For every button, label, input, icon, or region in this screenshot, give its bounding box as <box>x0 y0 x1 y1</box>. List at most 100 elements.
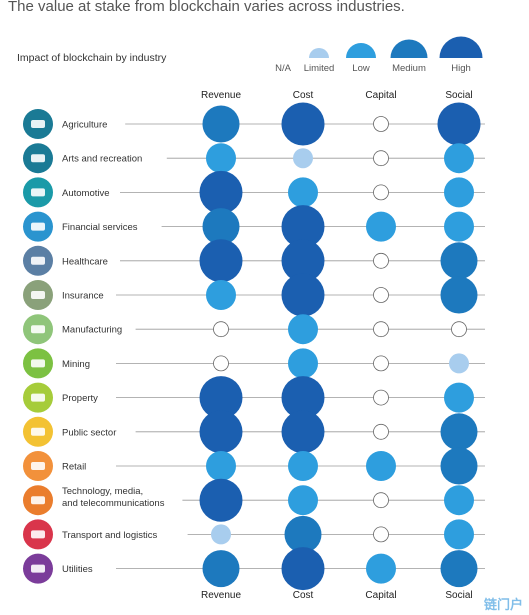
bubble-financial-services-social <box>444 211 474 242</box>
bubble-transport-and-logistics-cost <box>284 515 322 553</box>
bubble-insurance-social <box>440 276 478 314</box>
bubble-public-sector-capital <box>373 423 389 440</box>
bubble-agriculture-revenue <box>202 105 240 143</box>
label-mask <box>116 121 126 127</box>
bubble-property-revenue <box>199 376 243 420</box>
label-mask <box>116 497 183 504</box>
column-header-revenue: Revenue <box>201 90 241 101</box>
bubble-technology-media-and-telecommunications-capital <box>373 492 389 509</box>
director-chair-icon-glyph <box>31 154 45 163</box>
bubble-utilities-capital <box>366 553 396 584</box>
handshake-icon-glyph <box>31 427 45 436</box>
bubble-arts-and-recreation-cost <box>293 148 313 169</box>
bubble-public-sector-social <box>440 413 478 451</box>
industry-label: Public sector <box>62 427 116 438</box>
column-header-social: Social <box>445 90 472 101</box>
media-icon-glyph <box>31 496 45 505</box>
column-footer-capital: Capital <box>365 590 396 601</box>
column-footer-cost: Cost <box>293 590 314 601</box>
bubble-technology-media-and-telecommunications-social <box>444 485 474 516</box>
health-icon-glyph <box>31 256 45 265</box>
bubble-transport-and-logistics-revenue <box>211 524 231 545</box>
label-mask <box>116 223 162 230</box>
legend-swatch-medium <box>390 39 428 58</box>
car-axle-icon-glyph <box>31 188 45 197</box>
bubble-mining-capital <box>373 355 389 372</box>
bubble-healthcare-revenue <box>199 239 243 283</box>
column-footer-social: Social <box>445 590 472 601</box>
bubble-mining-cost <box>288 348 318 379</box>
bubble-retail-social <box>440 447 478 485</box>
industry-label: Financial services <box>62 222 138 233</box>
bubble-utilities-social <box>440 550 478 588</box>
legend-swatch-limited <box>309 48 329 58</box>
industry-label: and telecommunications <box>62 498 165 509</box>
chart-title: Impact of blockchain by industry <box>17 52 167 64</box>
bubble-retail-capital <box>366 451 396 481</box>
legend-label-high: High <box>451 63 471 74</box>
industry-label: Manufacturing <box>62 325 122 336</box>
bubble-agriculture-capital <box>373 116 389 132</box>
watermark: 链门户 <box>483 597 523 612</box>
industry-label: Insurance <box>62 291 104 302</box>
column-header-cost: Cost <box>293 90 314 101</box>
industry-label: Healthcare <box>62 256 108 267</box>
bubble-property-social <box>444 382 474 413</box>
bubble-automotive-capital <box>373 184 389 201</box>
legend-swatch-low <box>346 43 376 58</box>
headline: The value at stake from blockchain varie… <box>8 0 405 15</box>
label-mask <box>116 257 120 264</box>
bubble-mining-revenue <box>213 355 229 372</box>
bubble-public-sector-cost <box>281 410 325 454</box>
legend-label-medium: Medium <box>392 63 426 74</box>
bubble-insurance-cost <box>281 273 325 317</box>
bubble-retail-cost <box>288 451 318 481</box>
column-header-capital: Capital <box>365 90 396 101</box>
industry-label: Retail <box>62 462 86 473</box>
robot-arm-icon-glyph <box>31 325 45 334</box>
bubble-insurance-revenue <box>206 280 236 310</box>
bubble-technology-media-and-telecommunications-cost <box>288 485 318 516</box>
bubble-manufacturing-cost <box>288 314 318 345</box>
bubble-automotive-social <box>444 177 474 208</box>
industry-label: Automotive <box>62 188 110 199</box>
bubble-manufacturing-revenue <box>213 321 229 338</box>
building-icon-glyph <box>31 393 45 402</box>
bubble-healthcare-capital <box>373 252 389 269</box>
cow-icon-glyph <box>31 120 45 128</box>
industry-label: Property <box>62 393 98 404</box>
helmet-icon-glyph <box>31 359 45 368</box>
bubble-financial-services-capital <box>366 211 396 242</box>
label-mask <box>116 155 167 162</box>
bubble-healthcare-cost <box>281 239 325 283</box>
bubble-utilities-cost <box>281 547 325 591</box>
bubble-transport-and-logistics-capital <box>373 526 389 543</box>
bubble-transport-and-logistics-social <box>444 519 474 550</box>
bubble-arts-and-recreation-capital <box>373 150 389 167</box>
legend-swatch-high <box>439 36 483 58</box>
label-mask <box>116 531 188 538</box>
document-icon-glyph <box>31 291 45 299</box>
bubble-automotive-revenue <box>199 170 243 214</box>
column-footer-revenue: Revenue <box>201 590 241 601</box>
bubble-arts-and-recreation-social <box>444 143 474 174</box>
label-mask <box>116 428 136 435</box>
industry-label: Mining <box>62 359 90 370</box>
bubble-financial-services-cost <box>281 205 325 249</box>
label-mask <box>116 189 120 196</box>
legend-label-na: N/A <box>275 63 292 74</box>
bubble-manufacturing-capital <box>373 321 389 338</box>
bubble-property-cost <box>281 376 325 420</box>
industry-label: Technology, media, <box>62 486 143 497</box>
industry-label: Utilities <box>62 564 93 575</box>
bubble-public-sector-revenue <box>199 410 243 454</box>
truck-icon-glyph <box>31 530 45 539</box>
legend-label-limited: Limited <box>304 63 335 74</box>
label-mask <box>116 326 136 333</box>
bubble-arts-and-recreation-revenue <box>206 143 236 174</box>
bubble-insurance-capital <box>373 287 389 303</box>
bubble-automotive-cost <box>288 177 318 208</box>
bubble-agriculture-cost <box>281 102 325 146</box>
bubble-utilities-revenue <box>202 550 240 588</box>
